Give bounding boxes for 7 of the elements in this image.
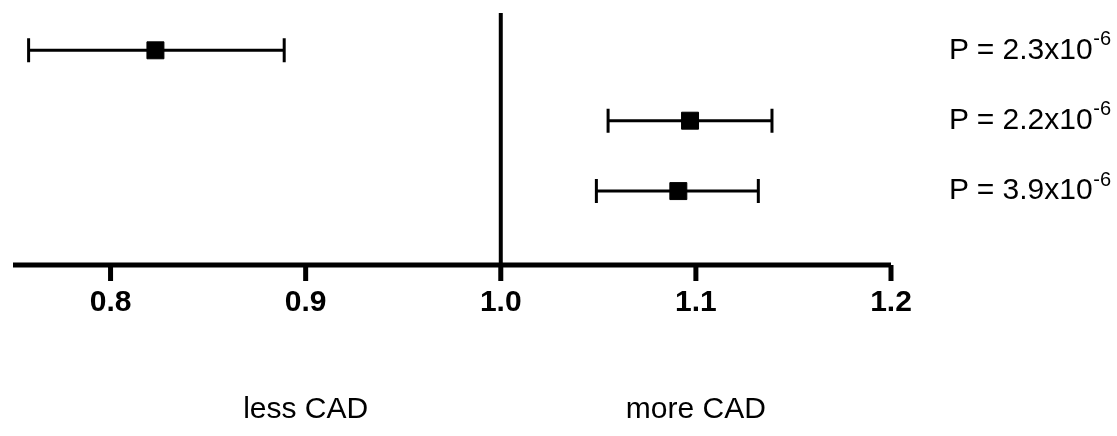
x-tick-label: 0.9	[284, 284, 327, 318]
text: less CAD	[243, 391, 369, 425]
x-tick-label: 1.2	[870, 284, 912, 318]
text: more CAD	[625, 391, 766, 425]
x-tick-label: 1.1	[675, 284, 717, 318]
x-tick-label: 1.0	[479, 284, 522, 318]
x-tick-label: 0.8	[89, 284, 132, 318]
